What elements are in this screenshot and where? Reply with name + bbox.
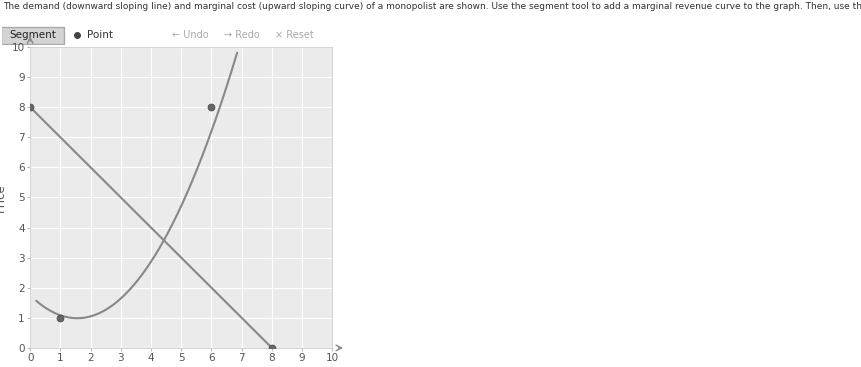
- Text: Point: Point: [87, 30, 113, 40]
- Text: The demand (downward sloping line) and marginal cost (upward sloping curve) of a: The demand (downward sloping line) and m…: [3, 2, 861, 11]
- Y-axis label: Price: Price: [0, 183, 7, 212]
- Text: ← Undo: ← Undo: [172, 30, 208, 40]
- FancyBboxPatch shape: [1, 28, 64, 44]
- Text: × Reset: × Reset: [275, 30, 313, 40]
- Text: Segment: Segment: [9, 30, 56, 40]
- Text: → Redo: → Redo: [225, 30, 260, 40]
